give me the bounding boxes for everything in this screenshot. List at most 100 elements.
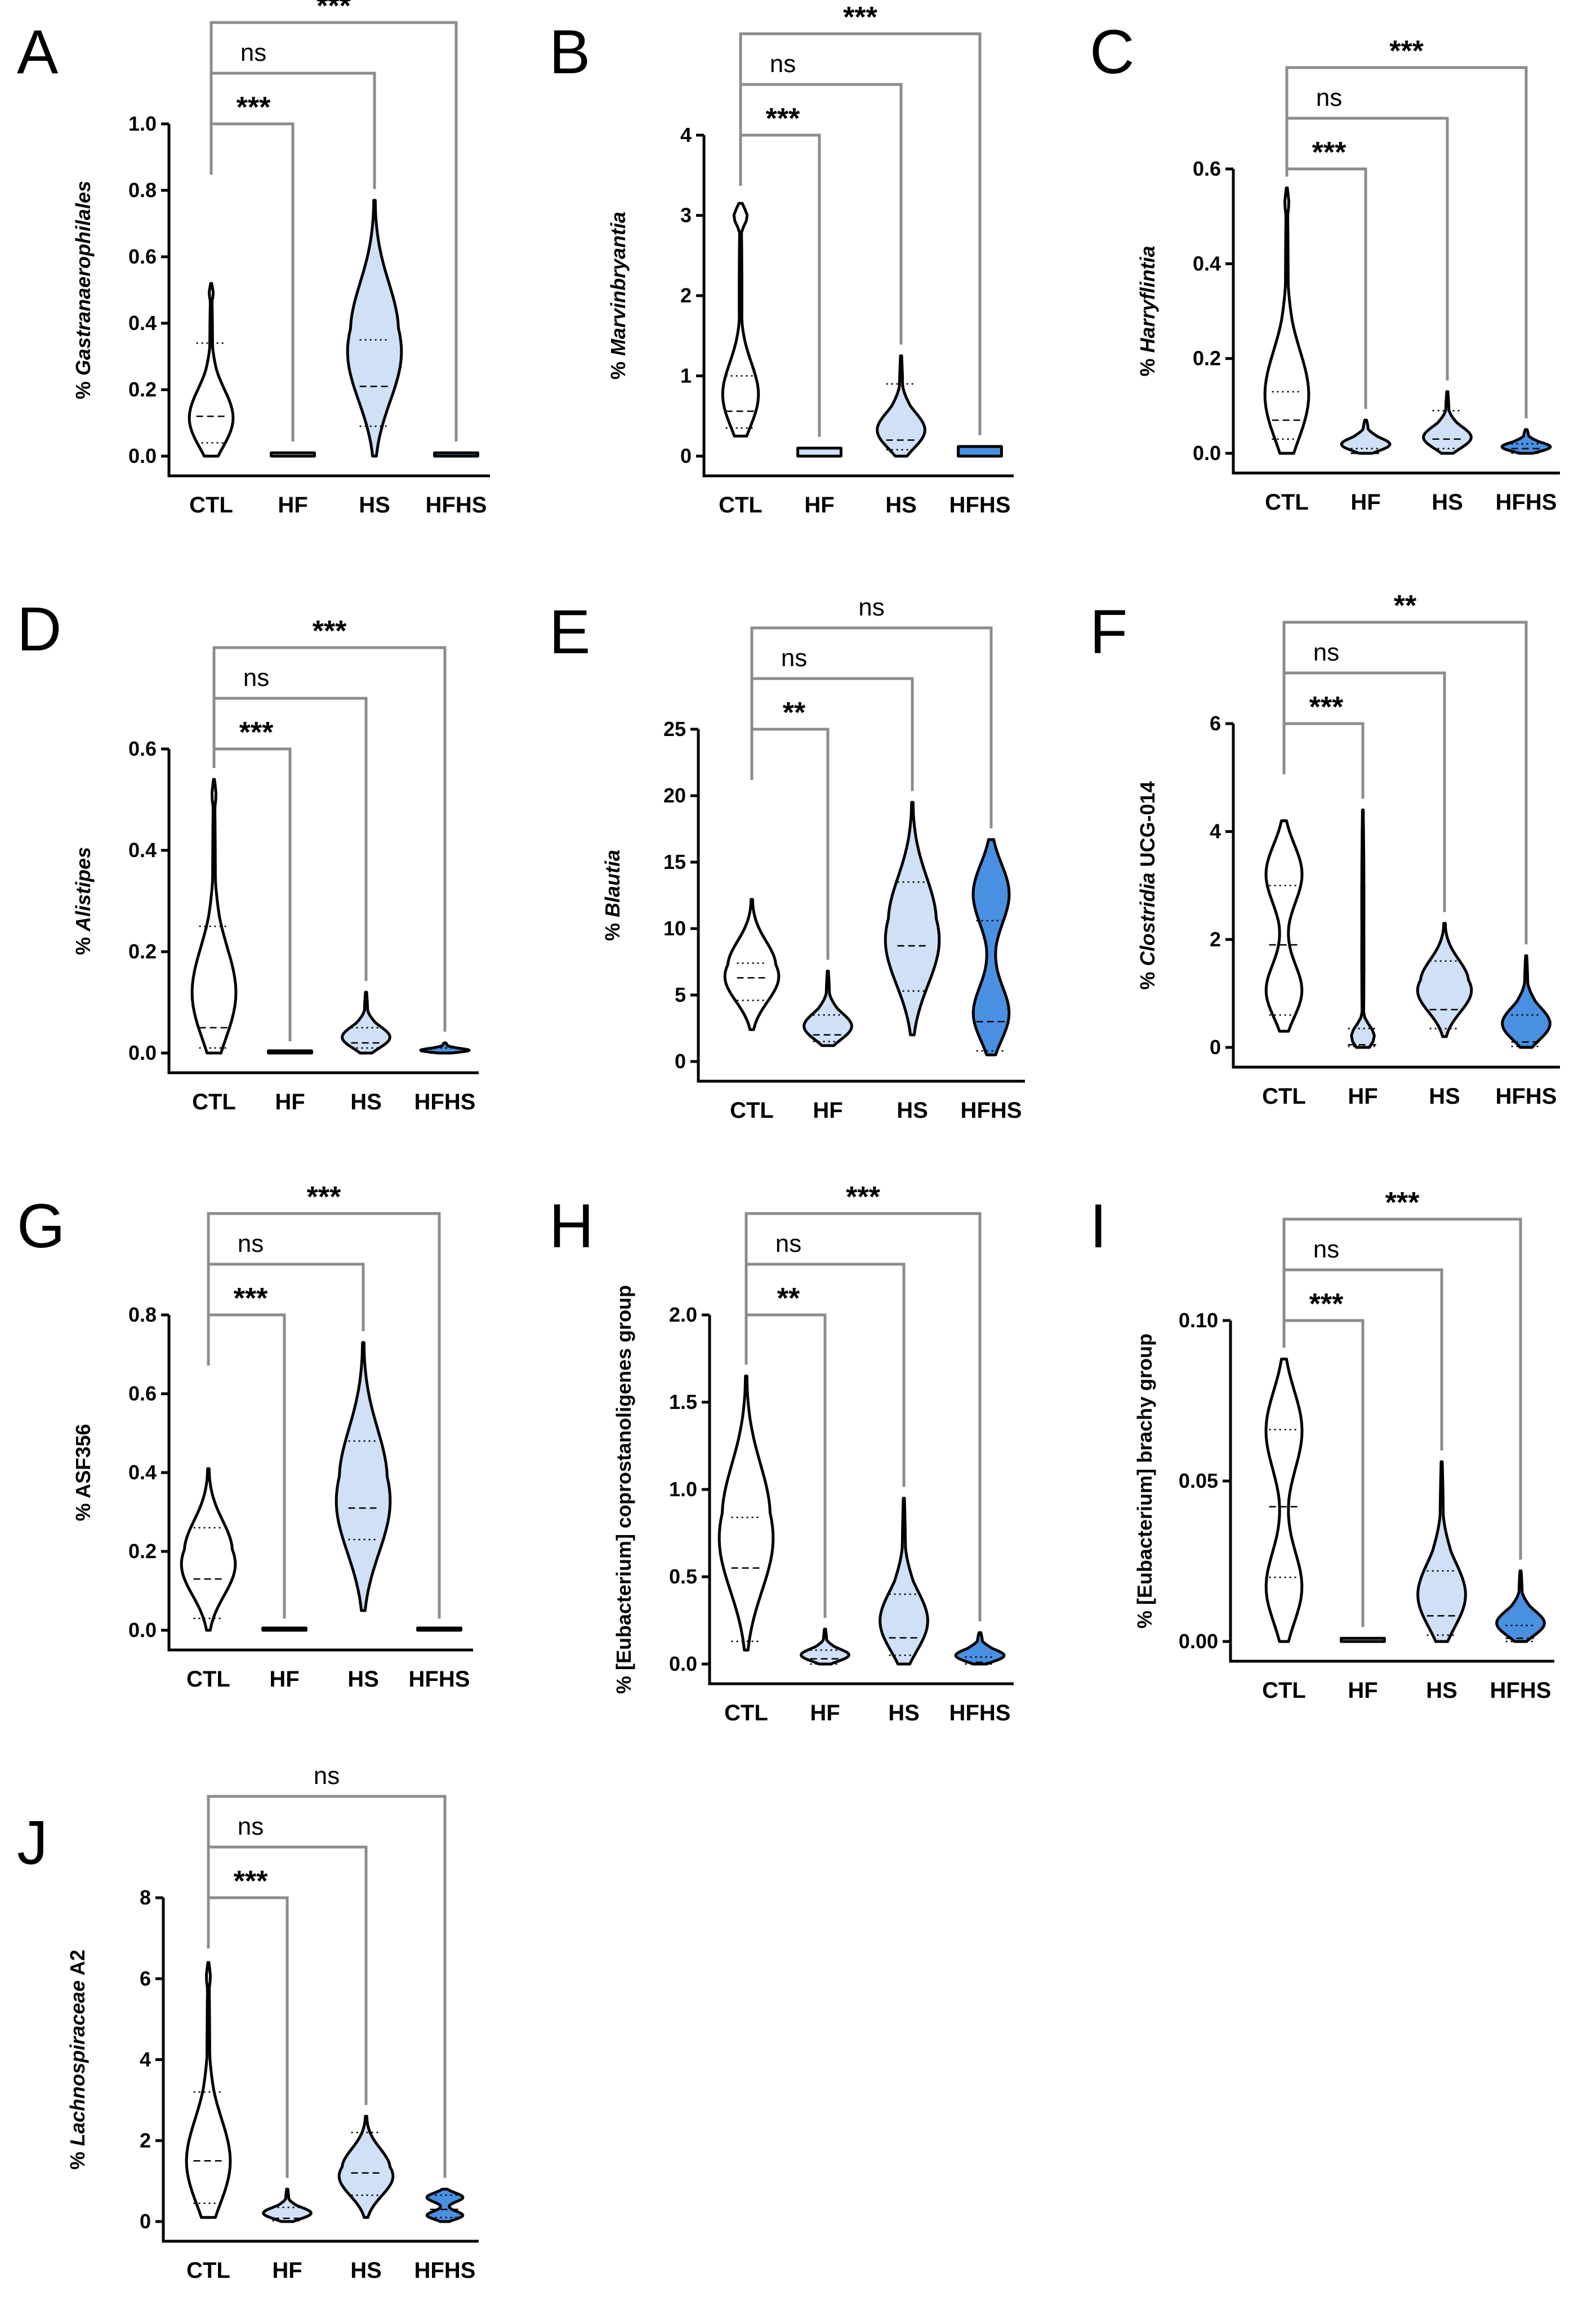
y-tick-label: 0.2 — [128, 1540, 157, 1563]
x-tick-label-hf: HF — [804, 493, 834, 518]
violin-ctl — [1263, 186, 1310, 455]
significance-label: ns — [243, 664, 269, 692]
significance-bracket — [739, 32, 982, 435]
significance-bracket — [1282, 1319, 1365, 1627]
y-tick-label: 0.4 — [128, 838, 157, 862]
significance-label: *** — [239, 716, 274, 749]
y-tick-label: 0.6 — [1193, 157, 1221, 180]
y-tick-label: 1 — [680, 364, 692, 387]
significance-bracket — [1282, 1217, 1522, 1560]
significance-bracket — [207, 1845, 368, 2106]
violin-hfhs — [419, 1041, 471, 1055]
panel-letter: A — [17, 17, 59, 87]
y-axis-label-taxon: Clostridia — [1136, 873, 1159, 966]
significance-label: ns — [238, 1230, 264, 1257]
axis-lines — [708, 1315, 1014, 1685]
violin-hs — [879, 1497, 929, 1666]
y-axis-label-suffix: A2 — [66, 1950, 89, 1981]
violin-hfhs — [1495, 1569, 1546, 1643]
x-tick-label-ctl: CTL — [1262, 1678, 1306, 1703]
y-tick-label: 15 — [663, 850, 686, 873]
y-tick-label: 8 — [140, 1886, 151, 1909]
violin-hs — [876, 354, 926, 458]
significance-bracket — [750, 728, 830, 960]
y-axis-label-suffix: UCG-014 — [1136, 781, 1159, 872]
significance-bracket — [1282, 1268, 1443, 1451]
x-tick-label-hfhs: HFHS — [1496, 490, 1557, 515]
y-tick-label: 0.0 — [669, 1652, 697, 1675]
significance-label: ** — [783, 697, 806, 729]
significance-bracket — [1282, 621, 1528, 945]
x-tick-label-hfhs: HFHS — [414, 2258, 476, 2283]
y-tick-label: 1.0 — [128, 112, 157, 135]
significance-label: *** — [234, 1865, 268, 1898]
x-tick-label-ctl: CTL — [186, 1667, 230, 1692]
y-tick-label: 0.0 — [128, 1041, 157, 1064]
significance-bracket — [207, 1313, 286, 1619]
axis-lines — [167, 749, 479, 1074]
violin-ctl — [190, 778, 238, 1055]
significance-bracket — [1285, 66, 1528, 418]
y-tick-label: 6 — [140, 1967, 151, 1990]
significance-label: ns — [1316, 84, 1342, 111]
x-tick-label-hf: HF — [1348, 1678, 1377, 1703]
y-tick-label: 4 — [1210, 820, 1221, 843]
significance-label: *** — [1309, 1288, 1344, 1321]
y-axis-label-prefix: % — [1136, 966, 1159, 990]
significance-label: *** — [1309, 691, 1344, 724]
y-tick-label: 4 — [680, 123, 692, 146]
significance-label: *** — [843, 1, 877, 34]
significance-label: *** — [1312, 136, 1347, 169]
y-tick-label: 0.6 — [128, 1382, 157, 1405]
x-tick-label-hf: HF — [1348, 1084, 1377, 1109]
significance-bracket — [212, 646, 447, 1032]
y-tick-label: 0.5 — [669, 1565, 697, 1588]
significance-label: ns — [775, 1230, 801, 1257]
y-tick-label: 10 — [663, 917, 686, 940]
violin-hf — [1350, 808, 1376, 1049]
y-axis-label: % ASF356 — [72, 1424, 95, 1522]
significance-bracket — [207, 1795, 447, 2178]
significance-bracket — [739, 83, 903, 345]
significance-bracket — [1285, 167, 1367, 409]
y-tick-label: 0.0 — [1193, 441, 1221, 465]
x-tick-label-hs: HS — [1432, 490, 1463, 515]
y-tick-label: 0.2 — [128, 378, 157, 401]
violin-hs — [884, 801, 941, 1037]
violin-hs — [1416, 1460, 1467, 1643]
y-tick-label: 0.4 — [128, 311, 157, 334]
significance-label: *** — [237, 91, 271, 124]
panel-letter: D — [17, 595, 61, 664]
y-axis-label: % Lachnospiraceae A2 — [66, 1950, 89, 2170]
significance-bracket — [750, 626, 993, 828]
x-tick-label-hf: HF — [272, 2258, 302, 2283]
y-axis-label: % [Eubacterium] brachy group — [1133, 1333, 1156, 1629]
significance-bracket — [212, 697, 368, 981]
significance-bracket — [207, 1212, 441, 1619]
significance-label: ** — [777, 1282, 800, 1315]
violin-hfhs — [425, 2188, 465, 2223]
panel-letter: H — [549, 1192, 594, 1261]
axis-lines — [162, 1898, 479, 2243]
x-tick-label-hfhs: HFHS — [409, 1667, 470, 1692]
violin-hs — [346, 199, 403, 458]
significance-label: *** — [316, 0, 351, 23]
significance-label: ns — [1313, 1235, 1339, 1263]
y-axis-label-prefix: % — [72, 931, 95, 955]
violin-hfhs — [971, 838, 1011, 1056]
panel-letter: I — [1090, 1192, 1107, 1261]
significance-bracket — [744, 1263, 906, 1487]
violin-hfhs — [416, 1626, 462, 1632]
y-axis-label-taxon: Lachnospiraceae — [66, 1981, 89, 2146]
violin-ctl — [1264, 819, 1304, 1033]
axis-lines — [167, 1315, 473, 1652]
y-axis-label-prefix: % — [607, 356, 630, 380]
significance-label: ns — [1313, 639, 1339, 666]
y-tick-label: 0.0 — [128, 444, 157, 467]
violin-hf — [1340, 418, 1392, 455]
violin-hf — [267, 1049, 313, 1055]
y-axis-label-prefix: % — [72, 376, 95, 399]
